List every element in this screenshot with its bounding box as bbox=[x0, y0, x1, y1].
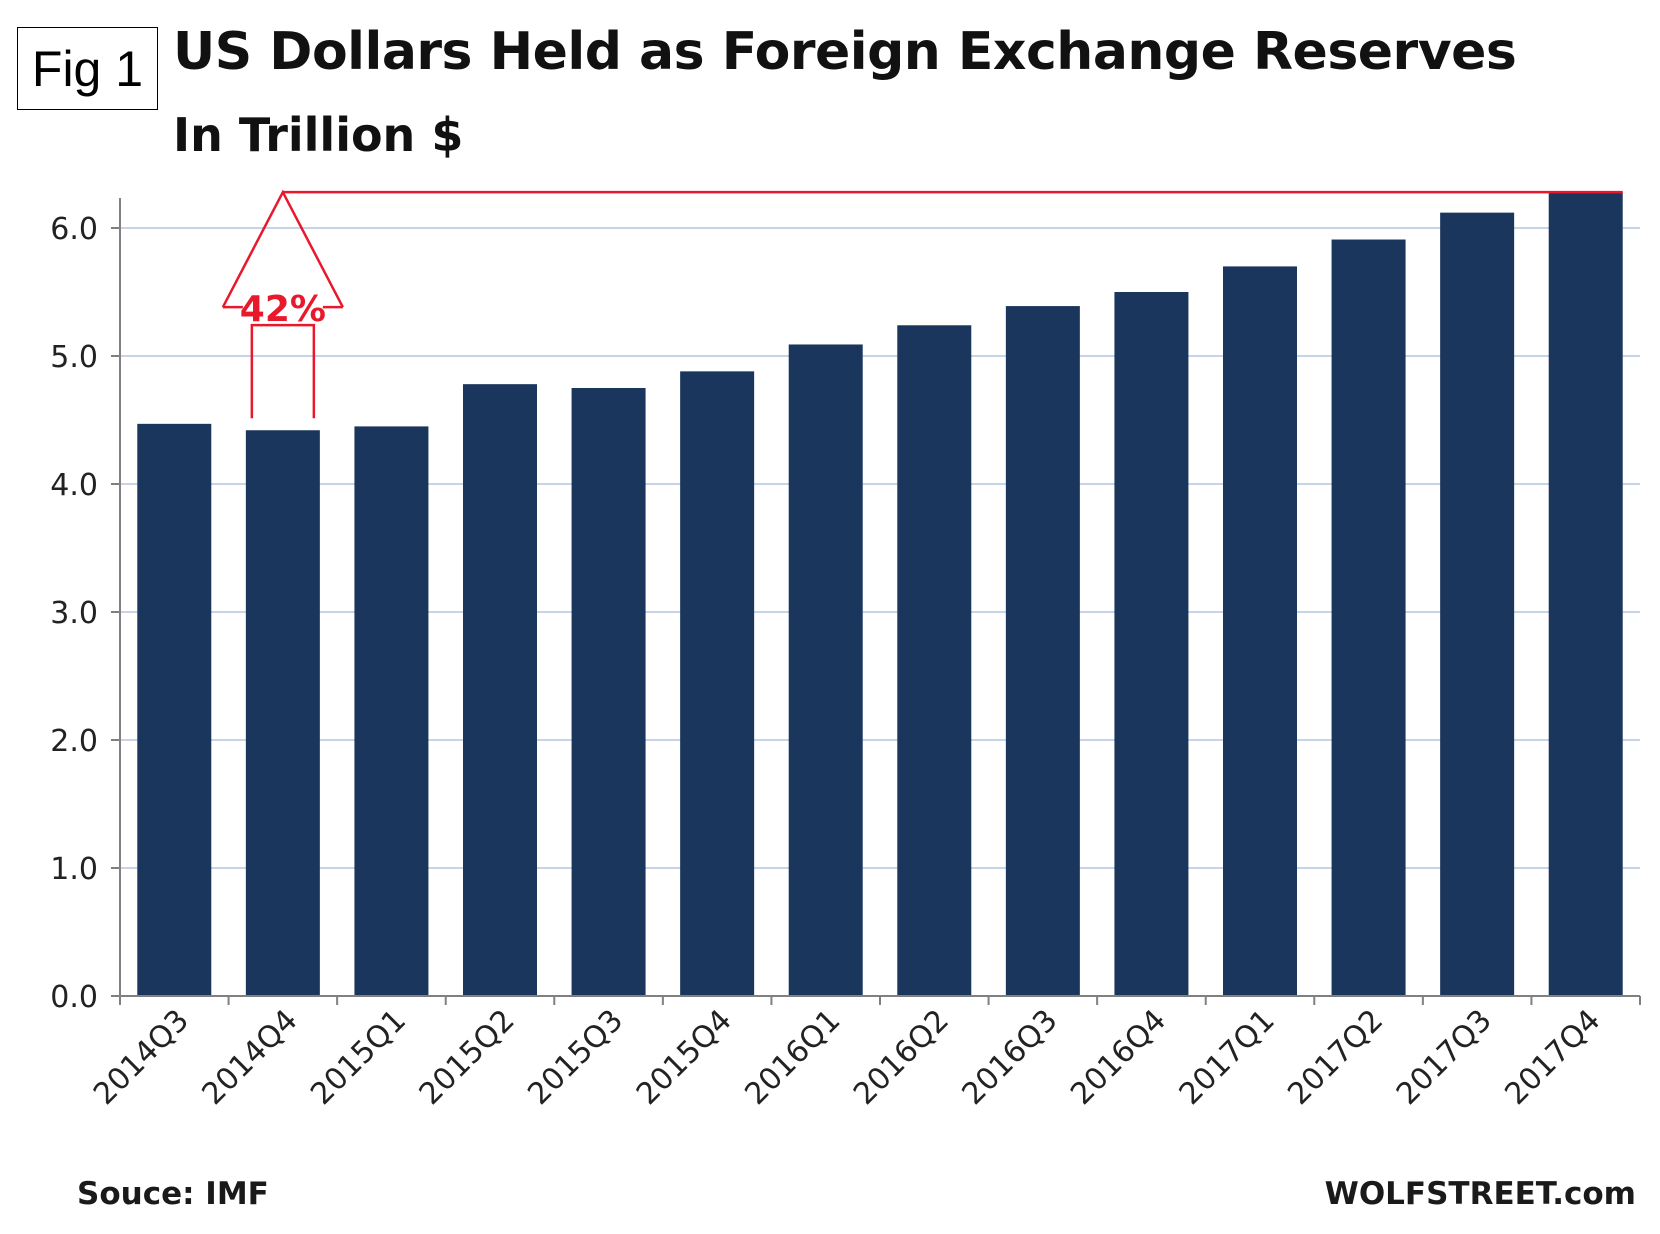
bar-2015Q1 bbox=[354, 426, 429, 996]
bar-2015Q3 bbox=[571, 388, 646, 996]
bar-2017Q3 bbox=[1440, 212, 1515, 996]
y-tick-label: 2.0 bbox=[50, 724, 98, 759]
x-tick-label: 2017Q4 bbox=[1498, 1003, 1607, 1112]
y-tick-label: 5.0 bbox=[50, 340, 98, 375]
y-tick-label: 4.0 bbox=[50, 468, 98, 503]
arrow-head bbox=[221, 189, 344, 308]
x-tick-label: 2017Q3 bbox=[1390, 1003, 1499, 1112]
x-tick-label: 2015Q4 bbox=[630, 1003, 739, 1112]
x-tick-label: 2015Q1 bbox=[304, 1003, 413, 1112]
bar-2016Q4 bbox=[1114, 292, 1189, 996]
figure-label: Fig 1 bbox=[17, 27, 158, 110]
x-tick-label: 2017Q2 bbox=[1281, 1003, 1390, 1112]
x-tick-label: 2014Q4 bbox=[196, 1003, 305, 1112]
y-tick-label: 6.0 bbox=[50, 212, 98, 247]
growth-annotation: 42% bbox=[221, 189, 1623, 419]
bar-2017Q2 bbox=[1331, 239, 1406, 996]
chart-title: US Dollars Held as Foreign Exchange Rese… bbox=[173, 22, 1517, 82]
bar-2015Q4 bbox=[680, 371, 755, 996]
source-note: Souce: IMF bbox=[77, 1176, 269, 1212]
bar-2016Q2 bbox=[897, 325, 972, 996]
bar-2016Q1 bbox=[788, 344, 863, 997]
x-tick-label: 2016Q4 bbox=[1064, 1003, 1173, 1112]
x-tick-label: 2016Q1 bbox=[738, 1003, 847, 1112]
bar-2014Q4 bbox=[245, 430, 320, 996]
y-tick-label: 3.0 bbox=[50, 596, 98, 631]
y-tick-label: 1.0 bbox=[50, 852, 98, 887]
arrow-shaft bbox=[250, 323, 316, 419]
x-tick-label: 2016Q2 bbox=[847, 1003, 956, 1112]
bar-2017Q1 bbox=[1223, 266, 1297, 996]
gridlines bbox=[120, 227, 1640, 869]
x-tick-label: 2017Q1 bbox=[1173, 1003, 1282, 1112]
chart-subtitle: In Trillion $ bbox=[173, 108, 464, 162]
x-tick-label: 2016Q3 bbox=[956, 1003, 1065, 1112]
bar-2015Q2 bbox=[463, 384, 537, 996]
bar-2016Q3 bbox=[1005, 306, 1080, 997]
x-tick-label: 2015Q3 bbox=[521, 1003, 630, 1112]
x-tick-label: 2014Q3 bbox=[87, 1003, 196, 1112]
growth-percentage-label: 42% bbox=[240, 289, 326, 330]
brand-watermark: WOLFSTREET.com bbox=[1324, 1176, 1636, 1212]
x-tick-label: 2015Q2 bbox=[413, 1003, 522, 1112]
bar-2014Q3 bbox=[137, 423, 212, 997]
bars bbox=[137, 192, 1623, 997]
y-tick-label: 0.0 bbox=[50, 980, 98, 1015]
bar-2017Q4 bbox=[1548, 192, 1623, 996]
